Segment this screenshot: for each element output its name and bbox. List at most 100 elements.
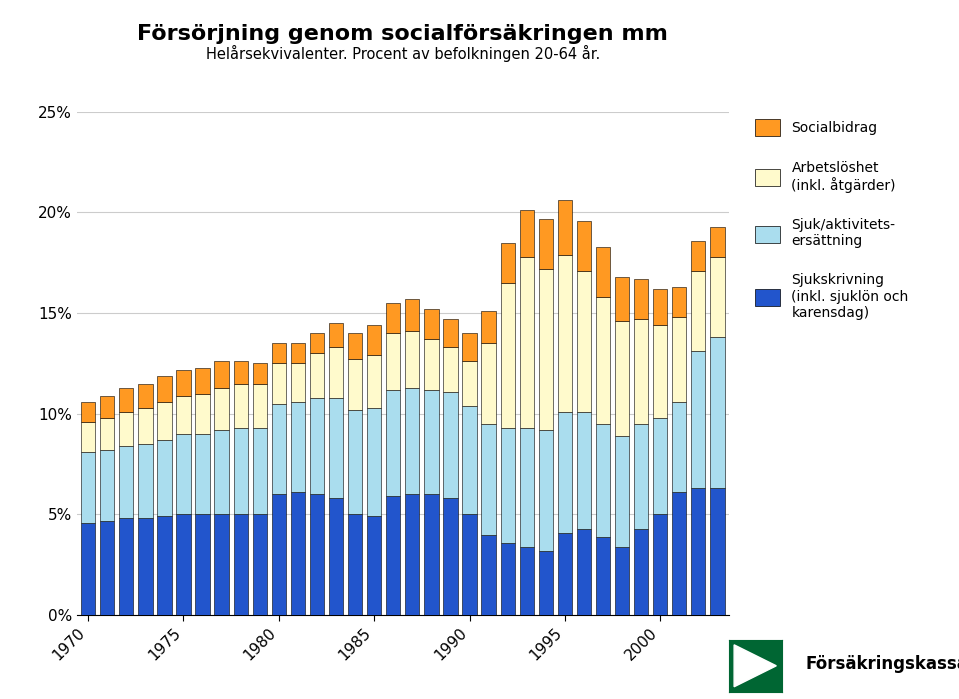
Bar bbox=[386, 333, 401, 389]
Bar bbox=[271, 494, 286, 615]
Bar bbox=[443, 391, 457, 498]
Bar bbox=[138, 519, 152, 615]
Text: Försörjning genom socialförsäkringen mm: Försörjning genom socialförsäkringen mm bbox=[137, 24, 668, 45]
Bar bbox=[234, 514, 247, 615]
Bar bbox=[348, 359, 363, 410]
Bar bbox=[196, 394, 210, 434]
Bar bbox=[367, 325, 382, 355]
Bar bbox=[252, 363, 267, 384]
Bar bbox=[672, 287, 687, 317]
Bar bbox=[176, 514, 191, 615]
Bar bbox=[672, 402, 687, 492]
Bar bbox=[501, 283, 515, 428]
Bar bbox=[176, 434, 191, 514]
Bar bbox=[348, 333, 363, 359]
Bar bbox=[539, 219, 553, 269]
Bar bbox=[310, 333, 324, 354]
Bar bbox=[196, 368, 210, 394]
Bar bbox=[348, 410, 363, 514]
Bar bbox=[310, 494, 324, 615]
Bar bbox=[653, 418, 667, 514]
Bar bbox=[424, 339, 438, 389]
Bar bbox=[196, 514, 210, 615]
Bar bbox=[215, 430, 229, 514]
Bar bbox=[520, 428, 534, 547]
Bar bbox=[157, 517, 172, 615]
Bar bbox=[234, 361, 247, 384]
Bar bbox=[329, 323, 343, 347]
Bar bbox=[634, 528, 648, 615]
Bar bbox=[501, 428, 515, 542]
Bar bbox=[481, 424, 496, 535]
Bar bbox=[119, 388, 133, 412]
Bar bbox=[462, 333, 477, 361]
Bar bbox=[691, 352, 706, 489]
Bar bbox=[386, 389, 401, 496]
Bar bbox=[576, 412, 591, 528]
Bar bbox=[462, 405, 477, 514]
Bar bbox=[119, 519, 133, 615]
Bar bbox=[558, 412, 572, 533]
Bar bbox=[462, 361, 477, 405]
Bar bbox=[291, 343, 305, 363]
Bar bbox=[558, 533, 572, 615]
Bar bbox=[653, 325, 667, 418]
Text: Försäkringskassan: Försäkringskassan bbox=[806, 655, 959, 673]
Bar bbox=[196, 434, 210, 514]
Bar bbox=[310, 354, 324, 398]
Bar bbox=[443, 498, 457, 615]
Bar bbox=[520, 210, 534, 257]
Bar bbox=[386, 303, 401, 333]
Bar bbox=[711, 226, 725, 257]
Bar bbox=[501, 243, 515, 283]
Bar bbox=[539, 269, 553, 430]
Text: Helårsekvivalenter. Procent av befolkningen 20-64 år.: Helårsekvivalenter. Procent av befolknin… bbox=[205, 45, 600, 62]
Bar bbox=[348, 514, 363, 615]
Bar bbox=[367, 517, 382, 615]
Bar bbox=[576, 271, 591, 412]
Bar bbox=[252, 514, 267, 615]
Bar bbox=[157, 402, 172, 440]
Bar bbox=[596, 424, 610, 537]
Bar bbox=[596, 537, 610, 615]
Bar bbox=[691, 489, 706, 615]
Bar bbox=[615, 436, 629, 547]
Bar bbox=[176, 396, 191, 434]
Bar bbox=[138, 408, 152, 444]
Bar bbox=[558, 254, 572, 412]
Bar bbox=[576, 221, 591, 271]
Bar bbox=[443, 347, 457, 391]
Bar bbox=[481, 535, 496, 615]
Bar bbox=[558, 201, 572, 254]
Bar bbox=[234, 384, 247, 428]
Bar bbox=[271, 343, 286, 363]
Bar bbox=[100, 418, 114, 450]
Bar bbox=[672, 317, 687, 402]
Bar bbox=[81, 452, 95, 523]
Bar bbox=[271, 363, 286, 404]
Bar bbox=[424, 309, 438, 339]
Bar bbox=[100, 396, 114, 418]
Bar bbox=[405, 494, 419, 615]
Bar bbox=[329, 347, 343, 398]
Bar bbox=[653, 289, 667, 325]
Bar bbox=[157, 440, 172, 517]
Bar bbox=[81, 402, 95, 422]
Bar bbox=[634, 319, 648, 424]
Bar bbox=[672, 492, 687, 615]
Bar bbox=[711, 338, 725, 489]
Bar bbox=[291, 402, 305, 492]
Bar bbox=[653, 514, 667, 615]
Bar bbox=[576, 528, 591, 615]
Bar bbox=[462, 514, 477, 615]
Bar bbox=[100, 450, 114, 521]
Bar bbox=[119, 412, 133, 446]
Bar bbox=[271, 404, 286, 494]
Bar bbox=[367, 408, 382, 517]
Bar bbox=[615, 322, 629, 436]
Bar bbox=[539, 551, 553, 615]
Bar bbox=[520, 547, 534, 615]
Bar bbox=[367, 355, 382, 408]
Bar bbox=[252, 384, 267, 428]
Bar bbox=[138, 444, 152, 519]
